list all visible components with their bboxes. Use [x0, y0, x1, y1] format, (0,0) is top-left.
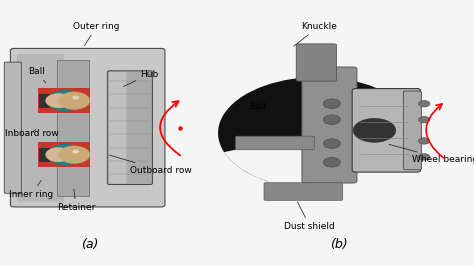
Text: Wheel bearing: Wheel bearing [389, 144, 474, 164]
Text: Dust shield: Dust shield [284, 202, 335, 231]
Wedge shape [218, 77, 417, 181]
Bar [39, 94, 50, 108]
Circle shape [58, 146, 90, 163]
Circle shape [46, 147, 72, 162]
Text: Ball: Ball [28, 67, 46, 83]
Text: Bolt: Bolt [249, 102, 267, 115]
FancyBboxPatch shape [352, 89, 420, 172]
Circle shape [72, 150, 79, 153]
Bar [38, 88, 90, 113]
Circle shape [419, 101, 430, 107]
Bar [228, 0, 474, 266]
Bar [17, 54, 64, 202]
Circle shape [323, 139, 340, 148]
Bar [76, 95, 84, 106]
FancyBboxPatch shape [10, 48, 165, 207]
Bar [57, 60, 89, 196]
FancyBboxPatch shape [109, 72, 126, 184]
Circle shape [323, 157, 340, 167]
FancyBboxPatch shape [264, 183, 343, 200]
FancyBboxPatch shape [107, 71, 152, 185]
Circle shape [323, 99, 340, 109]
Circle shape [353, 118, 396, 142]
Wedge shape [47, 90, 71, 112]
Circle shape [46, 93, 72, 108]
Wedge shape [224, 133, 404, 189]
Text: (b): (b) [330, 238, 348, 251]
Bar [39, 148, 50, 162]
Text: (a): (a) [82, 238, 99, 251]
Text: Inner ring: Inner ring [9, 181, 54, 199]
FancyBboxPatch shape [296, 44, 337, 81]
Text: Retainer: Retainer [57, 189, 95, 212]
Circle shape [419, 154, 430, 160]
Bar [76, 149, 84, 160]
Text: Outer ring: Outer ring [73, 22, 120, 45]
Circle shape [419, 117, 430, 123]
Circle shape [72, 96, 79, 99]
FancyBboxPatch shape [302, 67, 357, 183]
Circle shape [58, 92, 90, 110]
FancyBboxPatch shape [403, 91, 421, 170]
FancyBboxPatch shape [4, 62, 21, 193]
Text: Outboard row: Outboard row [109, 155, 192, 175]
Text: Knuckle: Knuckle [294, 22, 337, 46]
Bar [38, 142, 90, 167]
Wedge shape [47, 144, 71, 166]
Text: Inboard row: Inboard row [5, 128, 58, 138]
Text: Hub: Hub [123, 70, 158, 87]
Circle shape [419, 138, 430, 144]
FancyBboxPatch shape [236, 136, 314, 150]
Circle shape [323, 115, 340, 124]
